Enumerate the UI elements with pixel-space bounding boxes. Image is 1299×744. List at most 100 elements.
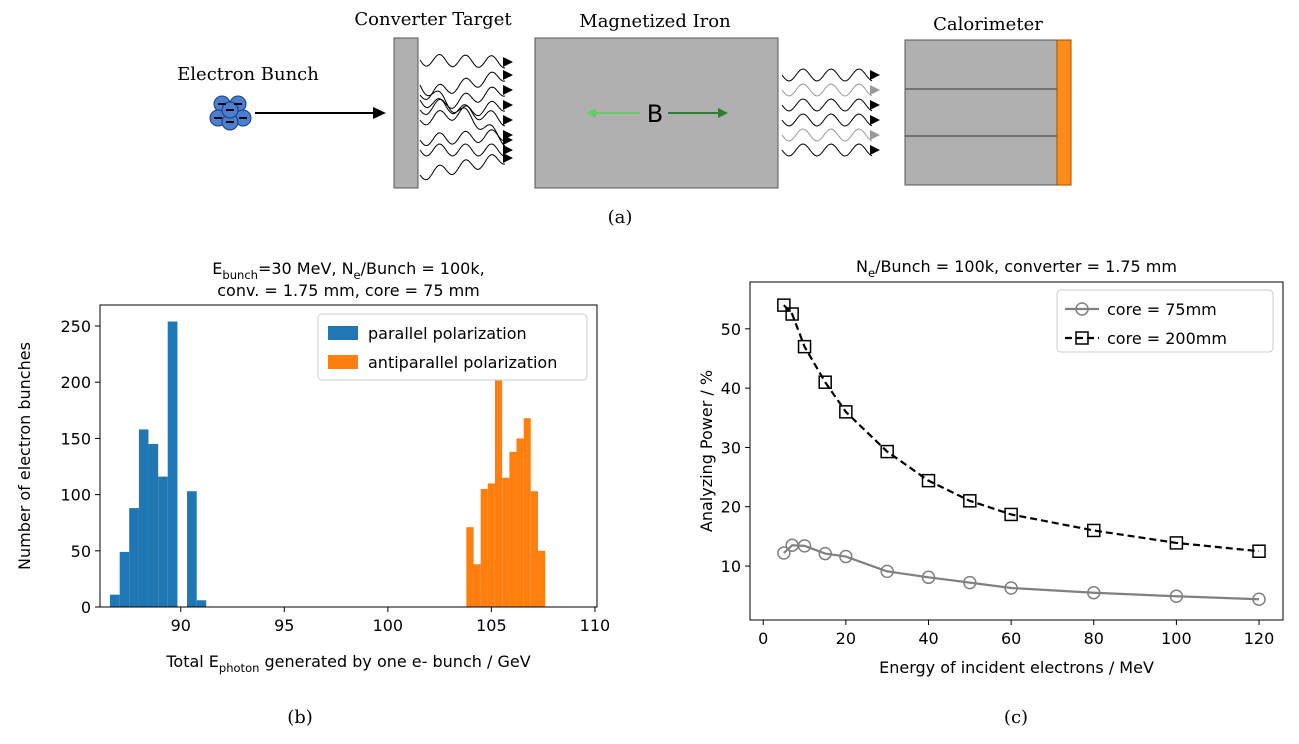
bar — [109, 594, 120, 607]
wave — [781, 98, 873, 112]
x-tick-label: 90 — [171, 616, 191, 635]
electron-bunch-icon — [209, 95, 252, 131]
wave — [419, 129, 506, 146]
arrow-head — [503, 135, 513, 145]
wave — [781, 113, 873, 127]
text-part: conv. = 1.75 mm, core = 75 mm — [217, 281, 480, 300]
marker — [963, 494, 977, 508]
bar — [129, 508, 139, 607]
wave — [419, 154, 506, 181]
bar — [138, 429, 149, 607]
y-tick-label: 10 — [721, 557, 741, 576]
wave — [781, 68, 873, 82]
x-tick-label: 110 — [580, 616, 611, 635]
text-part: Total E — [165, 652, 219, 671]
marker — [818, 546, 832, 561]
calorimeter-readout — [1056, 39, 1072, 186]
legend-box — [1056, 289, 1274, 353]
marker — [880, 564, 894, 579]
legend-marker — [1075, 331, 1089, 345]
chart-title: Ebunch=30 MeV, Ne/Bunch = 100k, — [212, 259, 484, 282]
bar — [530, 491, 538, 607]
axes-frame — [749, 281, 1284, 621]
y-tick-label: 40 — [721, 379, 741, 398]
legend-label: antiparallel polarization — [368, 353, 557, 372]
bar — [509, 451, 517, 607]
y-tick-label: 150 — [60, 429, 91, 448]
wave — [781, 83, 873, 97]
text-part: N — [856, 257, 868, 276]
arrow-head — [870, 130, 880, 140]
y-tick-label: 50 — [721, 320, 741, 339]
y-tick-label: 100 — [60, 486, 91, 505]
arrow-head — [503, 145, 513, 155]
y-tick-label: 250 — [60, 317, 91, 336]
bar — [516, 438, 524, 607]
marker — [797, 539, 812, 553]
marker — [818, 375, 832, 389]
marker — [777, 298, 791, 312]
electron-signs — [214, 103, 247, 123]
plot-area — [777, 298, 1266, 606]
y-tick-label: 30 — [721, 438, 741, 457]
marker — [1252, 544, 1266, 558]
arrow-head — [503, 115, 513, 125]
arrow-head — [503, 85, 513, 95]
marker — [1169, 589, 1184, 604]
bar — [119, 551, 130, 607]
bar — [148, 444, 159, 607]
text-part: /Bunch = 100k, converter = 1.75 mm — [875, 257, 1177, 276]
wave — [419, 84, 506, 147]
x-axis-label: Energy of incident electrons / MeV — [879, 658, 1154, 677]
marker — [839, 549, 853, 564]
caption: (b) — [287, 707, 313, 728]
y-tick-label: 50 — [71, 542, 91, 561]
text-part: bunch — [222, 268, 258, 282]
x-tick-label: 95 — [274, 616, 294, 635]
marker — [1087, 585, 1101, 600]
marker — [1004, 507, 1018, 522]
chart-title: conv. = 1.75 mm, core = 75 mm — [217, 281, 480, 300]
bar — [167, 321, 178, 607]
x-tick-label: 80 — [1084, 629, 1104, 648]
chart-title: Ne/Bunch = 100k, converter = 1.75 mm — [856, 257, 1177, 280]
marker — [1252, 592, 1266, 606]
marker — [921, 473, 936, 488]
legend-swatch — [328, 355, 358, 369]
marker — [1169, 536, 1184, 550]
marker — [921, 570, 936, 585]
x-tick-label: 105 — [476, 616, 507, 635]
bar — [186, 491, 197, 607]
wave — [419, 143, 506, 157]
wave — [419, 53, 506, 69]
caption: (c) — [1004, 707, 1028, 728]
diagram: Electron Bunch Converter Target Magnetiz… — [177, 9, 1072, 228]
photon-waves — [419, 53, 880, 181]
marker — [785, 307, 799, 321]
label: Converter Target — [354, 9, 512, 30]
bar — [487, 483, 495, 607]
bar — [480, 488, 488, 607]
axes-frame — [99, 304, 598, 608]
bar — [502, 477, 510, 607]
text-part: =30 MeV, N — [258, 259, 354, 278]
legend-label: core = 75mm — [1107, 300, 1217, 319]
arrow-head — [870, 70, 880, 80]
chart: Ne/Bunch = 100k, converter = 1.75 mm Ener… — [697, 257, 1284, 728]
calorimeter — [904, 39, 1058, 186]
wave — [419, 97, 506, 127]
bar — [494, 379, 503, 607]
arrow-head — [718, 108, 728, 118]
marker — [839, 405, 853, 419]
arrow-head — [586, 108, 596, 118]
text-part: photon — [219, 661, 260, 675]
marker — [777, 546, 791, 560]
text-part: E — [212, 259, 222, 278]
y-tick-label: 0 — [81, 598, 91, 617]
wave — [419, 86, 506, 116]
x-tick-label: 60 — [1001, 629, 1021, 648]
x-tick-label: 100 — [1161, 629, 1192, 648]
arrow-head — [870, 100, 880, 110]
marker — [797, 339, 812, 354]
